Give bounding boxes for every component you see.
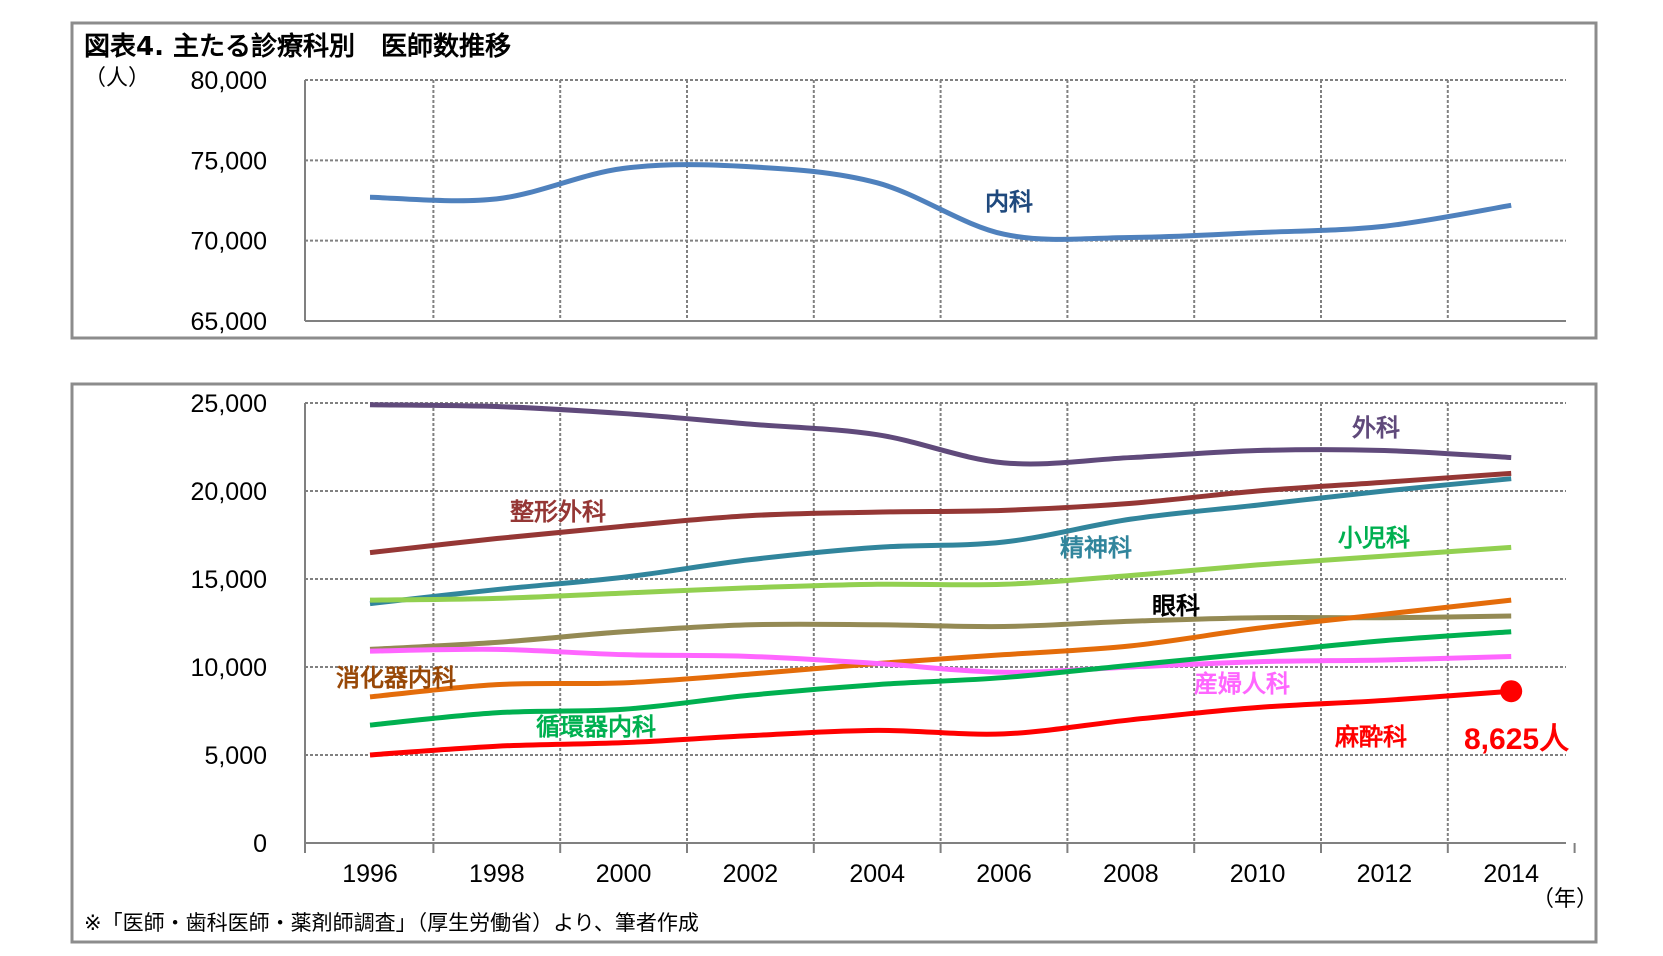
- series-line-7: [369, 646, 1512, 675]
- x-tick-label: 2006: [976, 860, 1032, 888]
- y-tick-label: 10,000: [191, 654, 267, 682]
- x-tick-labels: 1996 1998 2000 2002 2004 2006 2008 2010 2012 2014: [304, 843, 1576, 888]
- top-chart-frame: [70, 21, 1598, 340]
- y-tick-label: 65,000: [191, 308, 267, 336]
- y-tick-label: 80,000: [191, 67, 267, 95]
- x-tick-label: 2012: [1357, 860, 1413, 888]
- series-line-4: [369, 544, 1512, 603]
- x-tick-label: 2014: [1483, 860, 1539, 888]
- x-tick-label: 2010: [1230, 860, 1286, 888]
- chart-title: 図表4. 主たる診療科別 医師数推移: [84, 31, 511, 62]
- series-line-6: [369, 597, 1512, 700]
- top-series-lines: [369, 162, 1512, 242]
- series-line-2: [369, 470, 1512, 556]
- x-axis-unit: （年）: [1532, 887, 1598, 912]
- bottom-gridlines: [304, 402, 1566, 844]
- top-y-tick-labels: 65,000 70,000 75,000 80,000: [191, 67, 267, 336]
- x-tick-label: 2004: [849, 860, 905, 888]
- series-line-5: [369, 613, 1512, 652]
- x-tick-label: 2008: [1103, 860, 1159, 888]
- bottom-series-lines: [369, 402, 1523, 758]
- top-series-labels: 内科: [985, 188, 1033, 216]
- series-line-3: [369, 476, 1512, 607]
- series-label: 産婦人科: [1194, 670, 1290, 698]
- series-line-1: [369, 162, 1512, 242]
- series-label: 精神科: [1060, 534, 1132, 562]
- x-tick-label: 1998: [469, 860, 525, 888]
- series-label: 小児科: [1338, 524, 1410, 552]
- y-tick-label: 70,000: [191, 228, 267, 256]
- series-label: 麻酔科: [1334, 723, 1407, 751]
- series-label: 内科: [985, 188, 1033, 216]
- series-label: 消化器内科: [336, 664, 456, 692]
- x-tick-label: 2002: [723, 860, 779, 888]
- series-line-9: [369, 688, 1512, 758]
- series-label: 整形外科: [510, 498, 606, 526]
- series-line-8: [369, 629, 1512, 728]
- y-axis-unit: （人）: [84, 66, 150, 91]
- anesthesiology-endpoint-marker: [1500, 680, 1523, 703]
- source-note: ※「医師・歯科医師・薬剤師調査」（厚生労働省）より、筆者作成: [84, 911, 699, 935]
- series-label: 外科: [1352, 414, 1400, 442]
- series-line-1: [369, 402, 1512, 467]
- series-label: 循環器内科: [536, 713, 656, 741]
- y-tick-label: 75,000: [191, 147, 267, 175]
- y-tick-label: 5,000: [204, 742, 267, 770]
- top-gridlines: [304, 79, 1566, 322]
- y-tick-label: 20,000: [191, 478, 267, 506]
- y-tick-label: 25,000: [191, 390, 267, 418]
- bottom-y-tick-labels: 0 5,000 10,000 15,000 20,000 25,000: [191, 390, 267, 858]
- anesthesiology-annotation: 8,625人: [1464, 723, 1569, 756]
- y-tick-label: 0: [253, 830, 267, 858]
- x-tick-label: 1996: [342, 860, 398, 888]
- x-tick-label: 2000: [596, 860, 652, 888]
- y-tick-label: 15,000: [191, 566, 267, 594]
- series-label: 眼科: [1152, 592, 1200, 620]
